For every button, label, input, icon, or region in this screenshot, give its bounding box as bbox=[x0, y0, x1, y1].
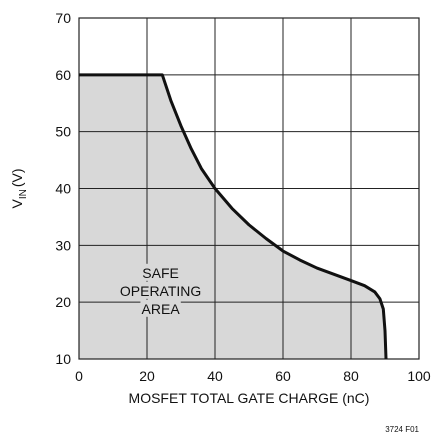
y-tick-labels: 10 20 30 40 50 60 70 bbox=[55, 10, 71, 367]
x-tick-label: 40 bbox=[207, 368, 223, 384]
y-tick-label: 30 bbox=[55, 237, 71, 253]
y-tick-label: 10 bbox=[55, 351, 71, 367]
x-axis-label: MOSFET TOTAL GATE CHARGE (nC) bbox=[129, 390, 370, 406]
annotation-backing bbox=[140, 299, 181, 317]
x-tick-label: 20 bbox=[139, 368, 155, 384]
y-tick-label: 40 bbox=[55, 181, 71, 197]
x-tick-label: 60 bbox=[275, 368, 291, 384]
y-tick-label: 70 bbox=[55, 10, 71, 26]
x-tick-label: 100 bbox=[407, 368, 431, 384]
annotation-line: SAFE bbox=[142, 265, 179, 281]
y-label-main: V bbox=[9, 199, 25, 209]
y-label-unit: (V) bbox=[9, 168, 25, 187]
annotation-backing bbox=[118, 281, 203, 299]
y-label-subscript: IN bbox=[18, 189, 29, 199]
y-tick-label: 60 bbox=[55, 67, 71, 83]
annotation-line: AREA bbox=[142, 301, 181, 317]
annotation-backing bbox=[140, 263, 181, 281]
annotation-line: OPERATING bbox=[120, 283, 201, 299]
safe-operating-area-annotation: SAFE OPERATING AREA bbox=[118, 263, 203, 317]
safe-operating-area-fill bbox=[79, 74, 387, 359]
y-tick-label: 50 bbox=[55, 124, 71, 140]
plot-frame bbox=[78, 17, 420, 360]
y-tick-label: 20 bbox=[55, 294, 71, 310]
y-axis-label: VIN (V) bbox=[9, 168, 29, 208]
figure-id: 3724 F01 bbox=[385, 425, 419, 434]
x-tick-label: 0 bbox=[75, 368, 83, 384]
safe-operating-area-boundary-line bbox=[79, 73, 388, 360]
x-tick-labels: 0 20 40 60 80 100 bbox=[75, 368, 431, 384]
x-tick-label: 80 bbox=[343, 368, 359, 384]
